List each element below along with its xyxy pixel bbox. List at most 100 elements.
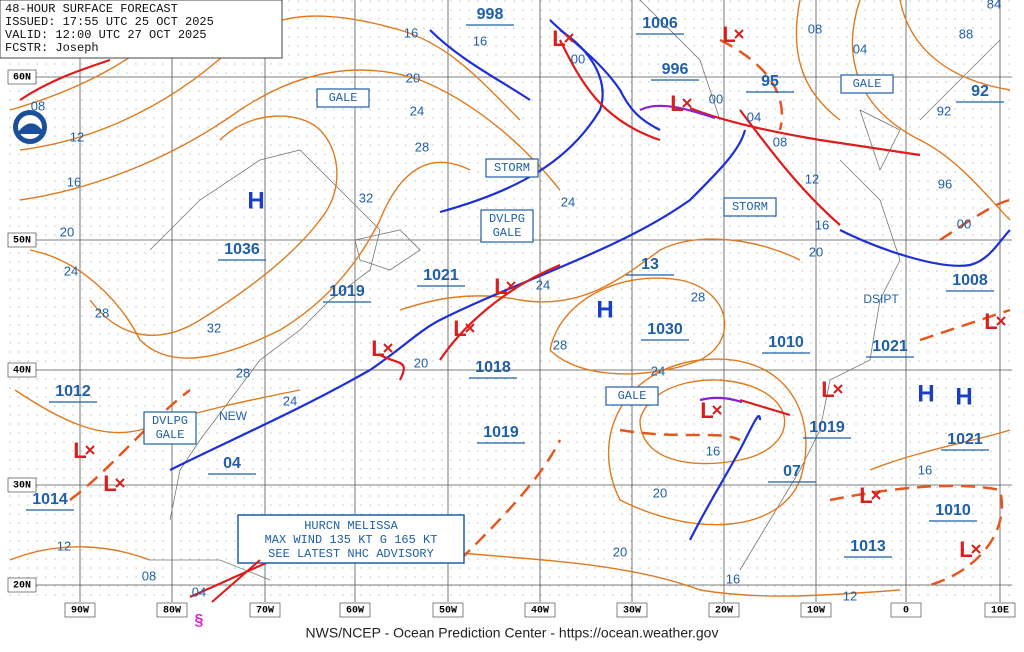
isobar-label: 24 [651,363,665,378]
hurricane-text: SEE LATEST NHC ADVISORY [268,547,434,561]
pressure-value: 95 [761,73,779,90]
warning-text: DVLPG [152,414,188,428]
isobar-label: 28 [691,289,705,304]
pressure-value: 1006 [642,15,678,32]
header-line: FCSTR: Joseph [5,41,99,55]
low-center: L [73,438,86,463]
low-center: L [700,398,713,423]
lon-label-box [708,602,740,618]
lat-label-box [7,477,37,493]
isobar-label: 04 [747,109,761,124]
isobar-label: 24 [64,263,78,278]
pressure-value: 1019 [483,424,519,441]
hurricane-text: HURCN MELISSA [304,519,398,533]
low-center: L [959,537,972,562]
hurricane-symbol: § [195,612,204,629]
lon-label: 90W [71,606,89,617]
pressure-value: 13 [641,256,659,273]
pressure-value: 1012 [55,383,91,400]
low-x [712,405,722,415]
lon-label-box [156,602,188,618]
isobar-label: 08 [808,21,822,36]
low-center: L [552,26,565,51]
isobar-label: 24 [283,393,297,408]
isobar-label: 08 [31,98,45,113]
isobars [9,0,1011,597]
lat-label-box [7,577,37,593]
lon-label-box [249,602,281,618]
hurricane-arrow [211,559,261,603]
map-area [8,0,1012,602]
lat-label: 40N [13,366,31,377]
pressure-value: 1019 [329,283,365,300]
lat-label: 20N [13,581,31,592]
high-center: H [596,296,613,323]
low-center: L [821,377,834,402]
graticule [8,0,1012,602]
isobar-label: 24 [536,277,550,292]
lat-label: 50N [13,236,31,247]
isobar-label: 28 [553,337,567,352]
isobar-label: 00 [571,51,585,66]
lon-label: 60W [346,606,364,617]
isobar-label: 04 [192,584,206,599]
isobar-label: 84 [987,0,1001,11]
low-x [682,98,692,108]
lon-label: 80W [163,606,181,617]
isobar-label: 96 [938,176,952,191]
warning-text: STORM [494,161,530,175]
isobar-label: 16 [404,25,418,40]
low-x [506,281,516,291]
lon-label-box [890,602,922,618]
note: DSIPT [863,292,899,306]
isobar-label: 16 [706,443,720,458]
isobar-label: 16 [815,217,829,232]
isobar-label: 12 [805,171,819,186]
lat-label-box [7,69,37,85]
isobar-label: 20 [60,224,74,239]
warning-text: GALE [156,428,185,442]
warning-box [605,386,659,406]
warning-text: GALE [618,389,647,403]
low-x [734,29,744,39]
warning-box [723,197,777,217]
isobar-label: 12 [57,538,71,553]
lon-label-box [339,602,371,618]
isobar-label: 92 [937,103,951,118]
pressure-value: 1021 [872,338,908,355]
lon-label: 0 [903,606,909,617]
fronts [19,19,1013,599]
isobar-label: 16 [918,462,932,477]
warning-text: GALE [493,226,522,240]
lat-label: 60N [13,73,31,84]
lat-label: 30N [13,481,31,492]
lon-label: 20W [715,606,733,617]
warning-box [316,88,370,108]
isobar-label: 20 [414,355,428,370]
lon-label: 30W [623,606,641,617]
low-x [833,384,843,394]
high-center: H [917,380,934,407]
pressure-value: 1030 [647,321,683,338]
isobar-label: 16 [473,33,487,48]
pressure-value: 1013 [850,538,886,555]
low-x [564,33,574,43]
low-center: L [371,336,384,361]
lon-label: 10E [991,606,1009,617]
lon-label: 10W [807,606,825,617]
isobar-label: 04 [853,41,867,56]
lon-label-box [524,602,556,618]
coastlines [149,0,1001,581]
warning-box [480,209,534,243]
header-line: ISSUED: 17:55 UTC 25 OCT 2025 [5,15,214,29]
low-x [871,490,881,500]
labels: 60N 50N 40N 30N 20N 90W 80W 70W 60W 50W 40W 30W 20W 1… [5,0,1016,641]
isobar-label: 00 [957,216,971,231]
low-x [115,478,125,488]
isobar-label: 08 [142,568,156,583]
isobar-label: 00 [709,91,723,106]
low-center: L [722,22,735,47]
isobar-label: 32 [359,190,373,205]
lon-label: 70W [256,606,274,617]
